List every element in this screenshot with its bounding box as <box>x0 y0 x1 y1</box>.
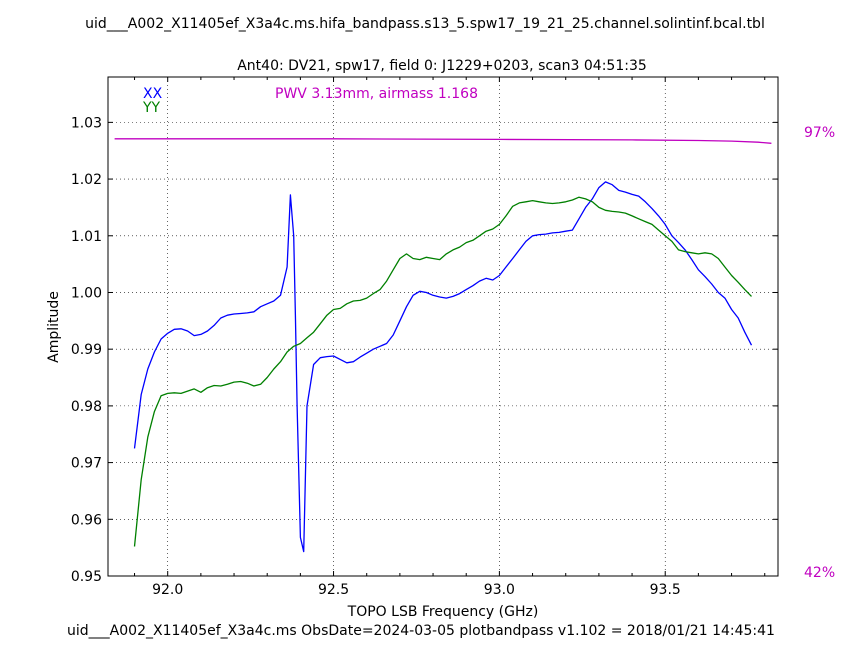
series-layer <box>114 138 772 553</box>
y-tick-label: 0.96 <box>71 512 102 528</box>
y-tick-label: 0.95 <box>71 569 102 585</box>
atmosphere-transmission-line <box>114 138 772 144</box>
legend-yy: YY <box>142 100 161 116</box>
plot-subtitle: Ant40: DV21, spw17, field 0: J1229+0203,… <box>237 58 647 74</box>
x-tick-label: 92.0 <box>152 582 183 598</box>
x-tick-label: 93.0 <box>484 582 515 598</box>
footer-text: uid___A002_X11405ef_X3a4c.ms ObsDate=202… <box>67 623 775 639</box>
y-tick-label: 1.02 <box>71 172 102 188</box>
x-tick-label: 93.5 <box>650 582 681 598</box>
y-tick-label: 1.00 <box>71 285 102 301</box>
figure-title: uid___A002_X11405ef_X3a4c.ms.hifa_bandpa… <box>85 16 765 32</box>
x-tick-label: 92.5 <box>318 582 349 598</box>
plot-background <box>108 77 778 576</box>
plot-area: 92.0 92.5 93.0 93.5 0.95 0.96 0.97 0.98 0.99 1.00… <box>71 76 779 598</box>
y-axis-label: Amplitude <box>46 291 62 363</box>
legend-xx: XX <box>143 86 163 102</box>
axis-ticks: 92.0 92.5 93.0 93.5 0.95 0.96 0.97 0.98 0.99 1.00… <box>71 77 778 598</box>
pwv-annotation: PWV 3.13mm, airmass 1.168 <box>275 86 478 102</box>
plot-frame <box>107 76 779 577</box>
y-tick-label: 1.03 <box>71 115 102 131</box>
y-tick-label: 0.98 <box>71 399 102 415</box>
y-tick-label: 0.97 <box>71 456 102 472</box>
right-axis-bottom-label: 42% <box>804 565 835 581</box>
series-line-yy <box>133 196 752 547</box>
right-axis-top-label: 97% <box>804 125 835 141</box>
y-tick-label: 1.01 <box>71 229 102 245</box>
y-tick-label: 0.99 <box>71 342 102 358</box>
series-line-xx <box>133 181 753 553</box>
x-axis-label: TOPO LSB Frequency (GHz) <box>347 604 539 620</box>
